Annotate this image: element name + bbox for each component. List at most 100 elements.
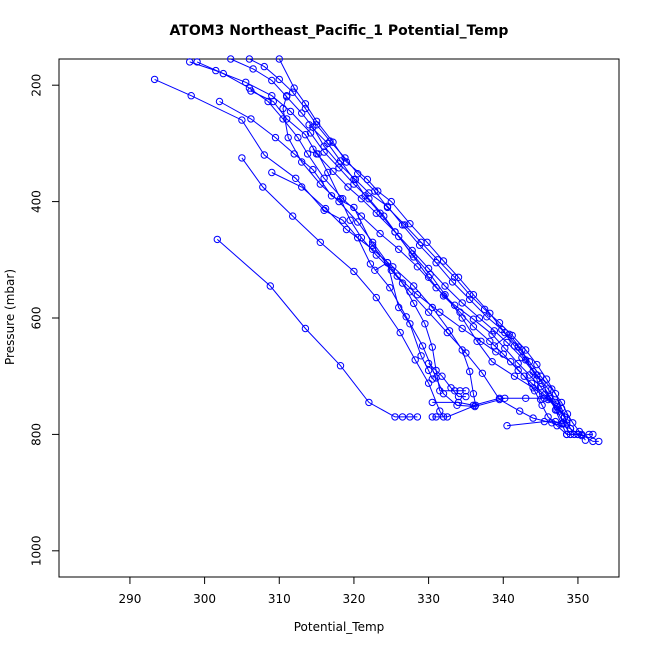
plot-frame <box>58 58 620 578</box>
data-point <box>495 394 504 402</box>
data-point <box>514 366 522 375</box>
data-point <box>551 390 560 398</box>
data-point <box>410 282 418 290</box>
data-point <box>249 65 257 73</box>
data-point <box>336 157 345 165</box>
data-point <box>510 372 519 380</box>
data-point <box>406 320 414 328</box>
data-point <box>354 170 362 178</box>
data-point <box>536 395 545 404</box>
data-point <box>495 319 504 327</box>
data-point <box>466 367 474 376</box>
data-point <box>551 417 560 426</box>
series-line-7 <box>278 58 586 441</box>
data-point <box>451 273 459 281</box>
data-point <box>309 123 317 131</box>
data-point <box>387 197 395 206</box>
data-point <box>518 346 526 354</box>
data-point <box>483 313 491 321</box>
data-point <box>305 121 313 129</box>
data-point <box>271 133 280 142</box>
series-line-14 <box>282 95 466 392</box>
data-point <box>418 342 427 350</box>
data-point <box>595 437 603 446</box>
data-point <box>309 145 317 153</box>
data-point <box>361 192 369 200</box>
data-point <box>520 372 528 380</box>
data-point <box>227 55 235 63</box>
data-point <box>396 328 404 337</box>
data-point <box>275 55 283 63</box>
data-point <box>454 392 463 401</box>
data-point <box>533 375 541 383</box>
data-point <box>187 92 195 100</box>
data-point <box>342 225 351 234</box>
data-point <box>371 187 379 195</box>
data-point <box>350 175 358 184</box>
y-axis: 200 400 600 800 1000 <box>30 74 59 566</box>
data-point <box>292 174 300 183</box>
data-point <box>578 430 586 439</box>
data-point <box>395 232 403 241</box>
data-point <box>490 342 498 350</box>
data-point <box>298 109 306 117</box>
data-point <box>398 279 407 287</box>
data-point <box>408 246 416 255</box>
data-point <box>290 84 298 92</box>
x-tick-label: 290 <box>118 592 141 606</box>
series-line-5 <box>271 172 477 418</box>
data-point <box>386 284 394 292</box>
x-tick-label: 350 <box>566 592 589 606</box>
data-point <box>238 154 246 162</box>
series-line-16 <box>428 363 466 398</box>
data-point <box>238 116 246 124</box>
data-point <box>458 324 466 333</box>
data-point <box>350 203 358 212</box>
data-point <box>301 104 310 113</box>
data-point <box>469 390 478 398</box>
x-axis: 290 300 310 320 330 340 350 <box>118 577 589 606</box>
data-point <box>284 133 292 142</box>
data-point <box>368 245 377 254</box>
data-point <box>366 260 375 268</box>
data-point <box>350 267 358 276</box>
data-point <box>428 413 436 421</box>
y-tick-label: 400 <box>30 190 44 213</box>
data-point <box>424 308 433 316</box>
data-point <box>371 266 379 274</box>
data-point <box>268 168 276 177</box>
data-point <box>316 180 324 188</box>
data-point <box>432 284 440 292</box>
data-point <box>245 84 254 92</box>
data-point <box>507 358 515 366</box>
data-point <box>406 288 414 296</box>
data-point <box>279 104 287 113</box>
data-point <box>424 264 433 273</box>
data-point <box>480 305 489 313</box>
data-point <box>339 216 347 224</box>
y-tick-label: 600 <box>30 307 44 330</box>
data-point <box>368 238 377 247</box>
data-point <box>354 218 362 226</box>
series-line-1 <box>216 239 418 418</box>
data-point <box>466 295 474 304</box>
data-point <box>298 183 306 191</box>
data-point <box>533 360 541 369</box>
data-point <box>410 299 418 308</box>
data-point <box>466 291 474 299</box>
data-point <box>247 115 255 123</box>
data-point <box>522 346 530 354</box>
data-point <box>357 212 366 220</box>
data-point <box>475 314 484 322</box>
data-point <box>417 352 425 360</box>
data-point <box>219 69 228 78</box>
data-point <box>458 299 466 307</box>
series-line-15 <box>432 397 556 406</box>
data-point <box>458 346 466 354</box>
data-point <box>401 221 409 229</box>
data-point <box>335 164 343 172</box>
data-point <box>424 366 433 375</box>
data-point <box>335 197 343 206</box>
data-point <box>469 323 478 331</box>
